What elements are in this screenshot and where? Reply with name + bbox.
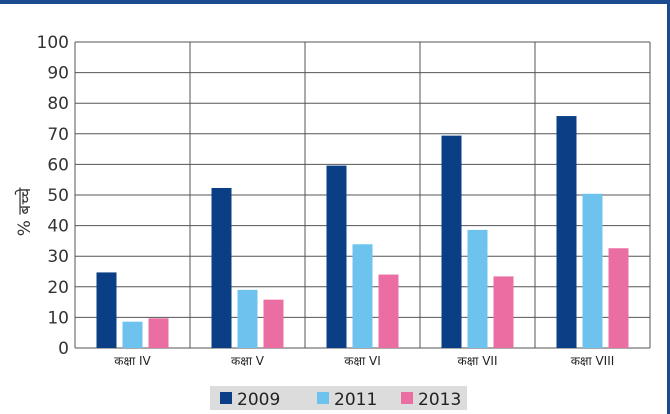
y-tick-label: 20: [47, 278, 69, 298]
x-category-label: कक्षा VIII: [571, 354, 615, 368]
legend-swatch: [401, 392, 413, 404]
x-category-label: कक्षा IV: [114, 354, 151, 368]
legend-background: [210, 386, 467, 410]
x-category-labels: कक्षा IV कक्षा V कक्षा VI कक्षा VII कक्षा VI…: [114, 354, 614, 368]
legend-label: 2013: [418, 390, 461, 410]
gridlines: [74, 41, 651, 349]
y-tick-label: 70: [47, 125, 69, 145]
y-tick-label: 50: [47, 186, 69, 206]
bar-2013: [148, 318, 169, 348]
x-category-label: कक्षा VII: [457, 354, 497, 368]
y-tick-label: 60: [47, 155, 69, 175]
legend-label: 2011: [334, 390, 377, 410]
x-category-label: कक्षा V: [231, 354, 265, 368]
bar-2013: [493, 276, 514, 348]
legend: 2009 2011 2013: [210, 386, 467, 410]
y-tick-label: 40: [47, 217, 69, 237]
bar-2011: [122, 321, 143, 348]
x-category-label: कक्षा VI: [344, 354, 381, 368]
bar-2011: [467, 229, 488, 348]
y-tick-label: 0: [58, 339, 69, 359]
bar-2011: [352, 244, 373, 348]
bar-2009: [441, 135, 462, 348]
top-border: [0, 0, 670, 4]
y-tick-label: 30: [47, 247, 69, 267]
y-tick-label: 100: [37, 33, 69, 53]
bar-2013: [263, 299, 284, 348]
bar-2009: [211, 187, 232, 348]
bar-2013: [608, 248, 629, 348]
bar-2009: [96, 272, 117, 348]
bar-2011: [582, 193, 603, 348]
y-tick-labels: 0 10 20 30 40 50 60 70 80 90 100: [37, 33, 69, 359]
bar-2009: [556, 116, 577, 348]
bar-2013: [378, 274, 399, 348]
bar-2011: [237, 289, 258, 348]
y-axis-label: % बच्चे: [14, 187, 35, 237]
bars: [96, 116, 629, 348]
legend-swatch: [220, 392, 232, 404]
y-tick-label: 10: [47, 308, 69, 328]
bar-2009: [326, 165, 347, 348]
y-tick-label: 80: [47, 94, 69, 114]
legend-swatch: [317, 392, 329, 404]
right-border: [667, 0, 670, 414]
legend-label: 2009: [237, 390, 280, 410]
y-tick-label: 90: [47, 64, 69, 84]
